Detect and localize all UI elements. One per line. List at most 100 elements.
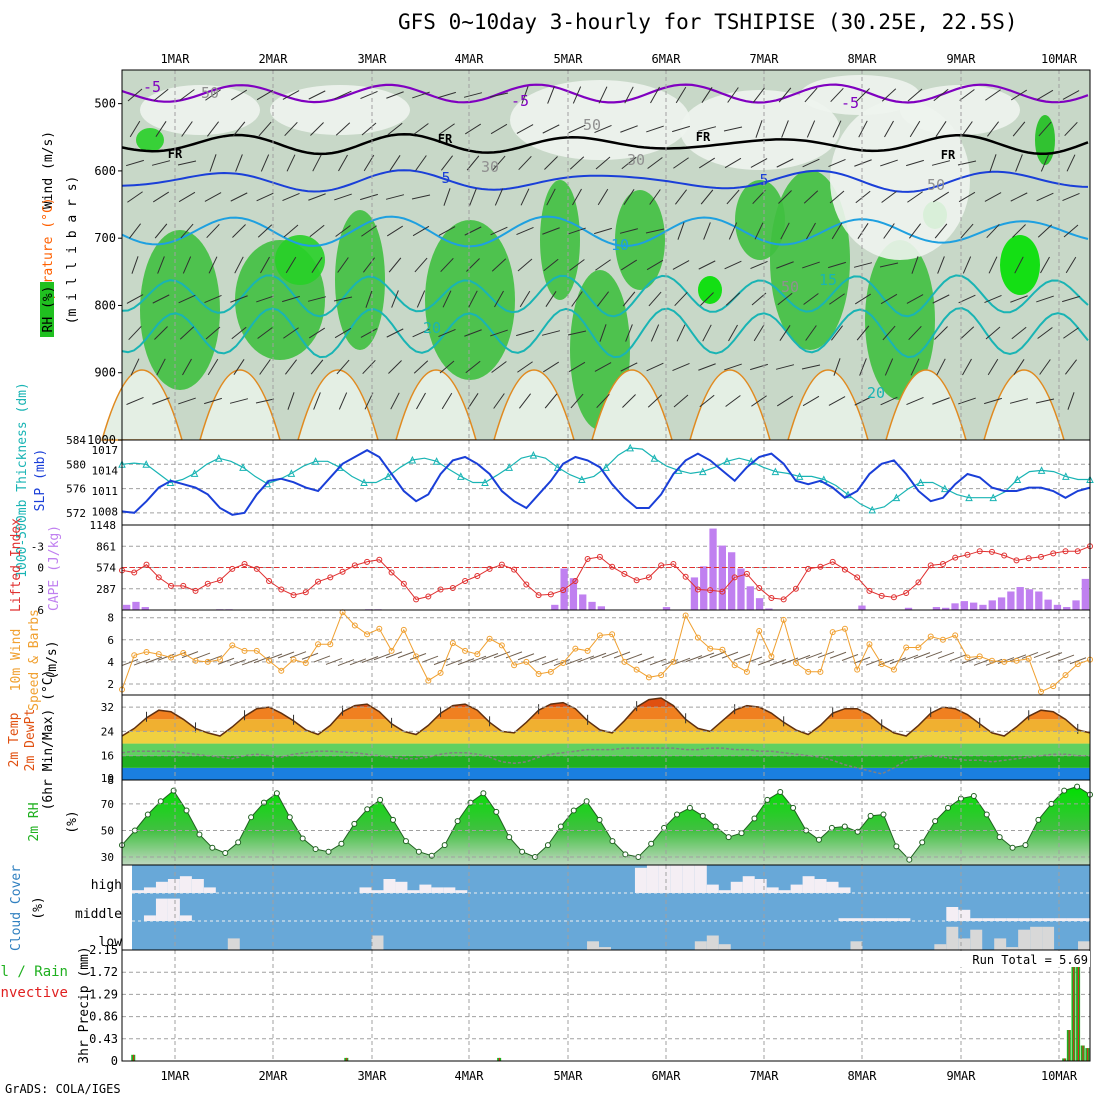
cloud-bar-high <box>766 887 779 893</box>
wind-barb <box>802 158 820 168</box>
precip-bar-convective <box>1087 1048 1089 1061</box>
cape-bar <box>755 598 764 610</box>
wind-barb <box>988 256 998 274</box>
wind-barb <box>962 358 972 376</box>
rh-point <box>880 811 887 818</box>
wind-barb <box>597 291 609 307</box>
wind-barb <box>986 223 1000 239</box>
lifted-index-point <box>719 588 726 595</box>
wind-barb <box>258 121 272 137</box>
series-line-thickness <box>121 447 1090 511</box>
wind-barb <box>594 362 612 372</box>
wind-barb <box>256 89 274 101</box>
wind-barb <box>880 396 898 406</box>
cape-bar <box>690 577 699 610</box>
wind-barb <box>542 124 560 134</box>
dry-shade-0 <box>140 85 260 135</box>
wind-barb <box>725 395 741 407</box>
top-date-label-7: 8MAR <box>848 52 878 66</box>
wind-barb <box>755 120 763 138</box>
rh-point <box>570 807 577 814</box>
slp-tick-2: 1011 <box>92 485 119 498</box>
wind-barb <box>231 326 247 340</box>
wind-barb <box>645 228 665 234</box>
precip-bar-convective <box>346 1057 348 1061</box>
cloud-bar-high <box>682 865 695 893</box>
thickness-point <box>868 505 877 514</box>
wind-barb <box>178 397 196 405</box>
wind-barb <box>934 223 948 239</box>
wind-barb <box>1063 327 1079 339</box>
boundary-layer-wedge-1 <box>199 369 281 441</box>
contour-label-7: 30 <box>627 151 645 169</box>
thickness-point <box>1013 475 1022 483</box>
wind-barb <box>541 330 561 336</box>
cloud-bar-middle <box>886 918 899 921</box>
rh-point <box>686 804 693 811</box>
wind-speed-point <box>854 666 861 673</box>
wind-barb <box>312 154 322 172</box>
thickness-point <box>142 460 151 468</box>
contour-label-15: 15 <box>819 271 837 289</box>
wind-barb <box>650 324 660 342</box>
wind-barb <box>699 394 715 408</box>
bottom-date-label-5: 6MAR <box>652 1069 682 1083</box>
wind-barb <box>438 91 456 99</box>
wind-barb <box>620 259 638 271</box>
wind-speed-point <box>364 631 371 638</box>
cloud-bar-middle <box>1078 918 1090 921</box>
wind-barb <box>309 224 325 238</box>
wind-speed-point <box>486 635 493 642</box>
temp-band-2 <box>122 743 1090 756</box>
wind-speed-point <box>131 652 138 659</box>
wind-barb <box>932 397 950 405</box>
cloud-bar-high <box>730 881 743 893</box>
cape-bar <box>988 600 996 610</box>
surface-wind-barb <box>673 657 691 665</box>
bottom-date-label-2: 3MAR <box>358 1069 388 1083</box>
wind-barb <box>126 294 144 304</box>
rh-tick-2: 30 <box>101 851 114 864</box>
wind-barb <box>388 257 402 273</box>
wind-barb <box>753 324 765 342</box>
wind-barb <box>127 88 143 102</box>
cloud-axis-label-2: (%) <box>31 896 46 919</box>
wind-barb <box>157 256 165 274</box>
contour-label-12: 30 <box>481 158 499 176</box>
wind-speed-point <box>351 622 358 629</box>
rh-point <box>377 796 384 803</box>
wind-barb <box>1062 192 1080 202</box>
wind-speed-point <box>474 651 481 658</box>
wind-barb <box>906 396 924 406</box>
wind-speed-point <box>768 653 775 660</box>
wind-speed-point <box>315 641 322 648</box>
precip-bar-convective <box>1068 1030 1070 1061</box>
cloud-bar-high <box>359 887 372 893</box>
rh-point <box>506 834 513 841</box>
thickness-point <box>965 493 973 502</box>
wind-barb <box>542 227 560 235</box>
wind-barb <box>257 327 273 339</box>
wind-barb <box>336 359 350 375</box>
wind-barb <box>360 328 378 338</box>
wind-barb <box>597 188 609 206</box>
wind-barb <box>828 396 846 406</box>
rh-point <box>402 838 409 845</box>
wind-barb <box>365 290 373 308</box>
wind-barb <box>599 324 607 342</box>
wind-barb <box>753 87 765 103</box>
wind-barb <box>754 222 764 240</box>
wind-barb <box>1011 326 1027 340</box>
lifted-index-point <box>1037 553 1044 560</box>
wind-barb <box>647 157 663 169</box>
wind-barb <box>801 364 821 370</box>
rh-point <box>932 818 939 825</box>
wind-barb <box>856 325 870 341</box>
wind-barb <box>595 259 611 271</box>
wind-barb <box>518 155 532 171</box>
cloud-bar-low <box>227 938 240 950</box>
dry-shade-1 <box>270 85 410 135</box>
surface-wind-barb <box>325 657 343 665</box>
wind-barb <box>673 157 689 169</box>
rh-point <box>815 836 822 843</box>
